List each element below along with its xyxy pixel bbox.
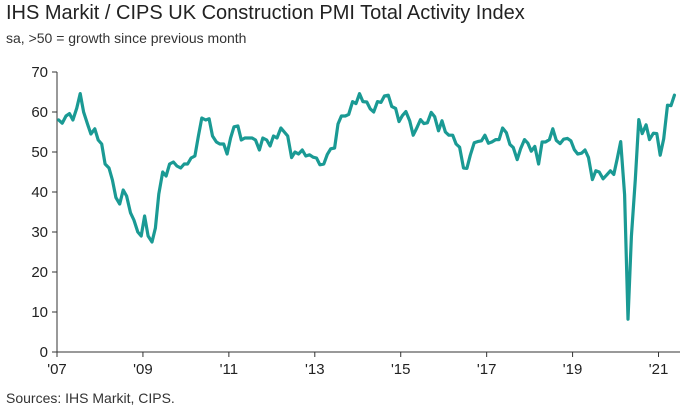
y-tick-label: 0: [40, 344, 48, 361]
chart-title: IHS Markit / CIPS UK Construction PMI To…: [6, 2, 525, 24]
y-axis: 0 10 20 30 40 50 60 70: [31, 64, 58, 361]
chart-subtitle: sa, >50 = growth since previous month: [6, 30, 247, 46]
x-tick-label: '21: [649, 361, 669, 378]
y-tick-label: 10: [31, 304, 48, 321]
series-line-pmi: [57, 92, 676, 321]
x-axis: '07 '09 '11 '13 '15 '17 '19 '21: [47, 351, 680, 378]
y-tick-label: 50: [31, 144, 48, 161]
y-tick-label: 30: [31, 224, 48, 241]
x-tick-label: '19: [563, 361, 583, 378]
x-tick-label: '07: [47, 361, 67, 378]
x-tick-label: '11: [220, 361, 238, 378]
chart-source: Sources: IHS Markit, CIPS.: [6, 390, 175, 406]
x-tick-label: '13: [305, 361, 325, 378]
y-tick-label: 40: [31, 184, 48, 201]
y-tick-label: 70: [31, 64, 48, 81]
y-tick-label: 20: [31, 264, 48, 281]
y-tick-label: 60: [31, 104, 48, 121]
x-tick-label: '09: [133, 361, 153, 378]
plot-area: [57, 92, 676, 321]
line-chart: 0 10 20 30 40 50 60 70 '07 '09 '11 '13 '15 '17 '19 '21: [31, 64, 680, 378]
x-tick-label: '15: [391, 361, 411, 378]
x-tick-label: '17: [477, 361, 497, 378]
